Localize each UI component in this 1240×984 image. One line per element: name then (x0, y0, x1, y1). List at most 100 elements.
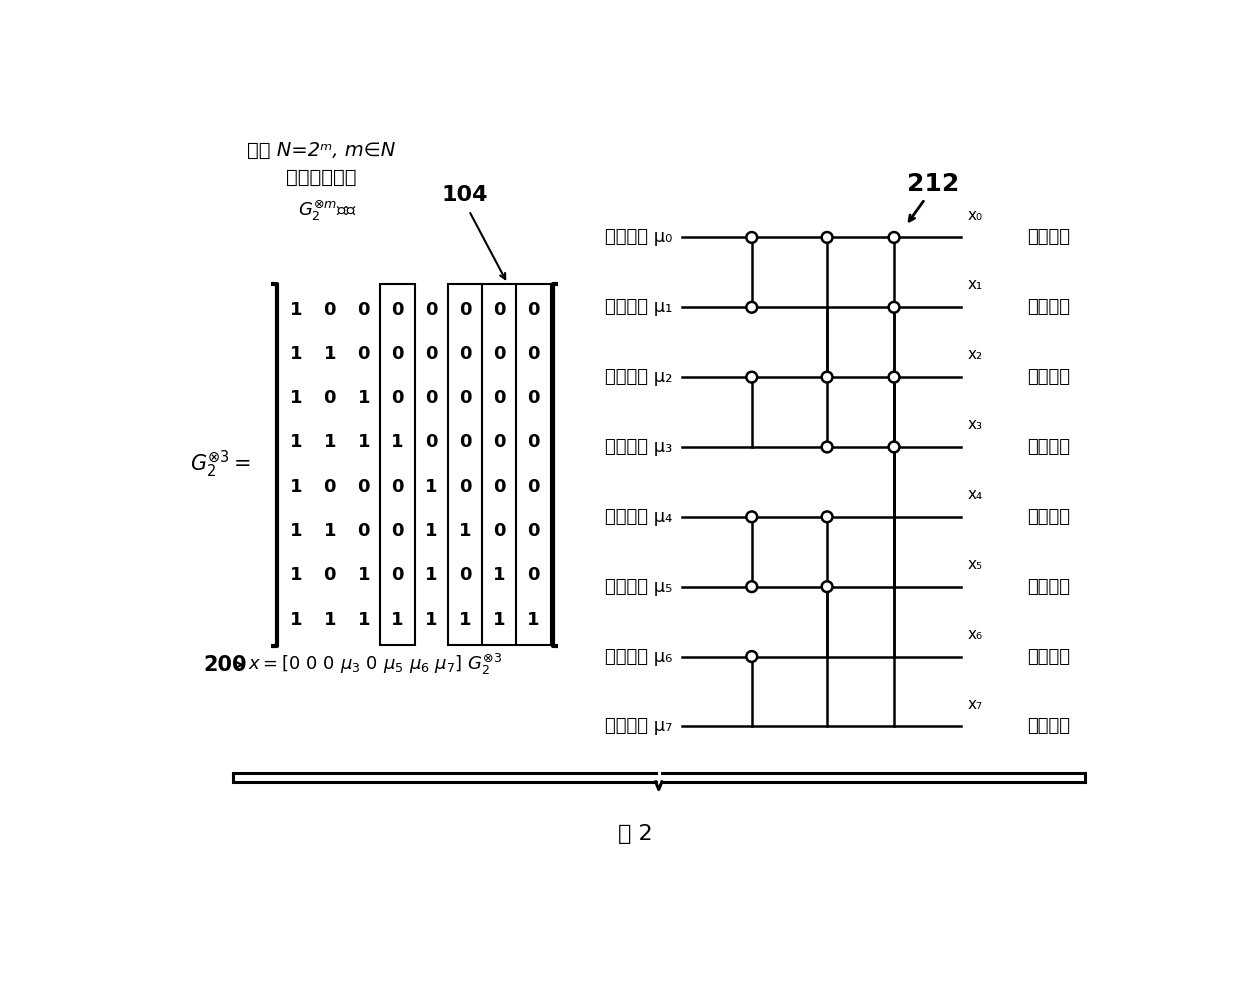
Circle shape (746, 651, 758, 662)
Text: 1: 1 (392, 610, 404, 629)
Text: 1: 1 (324, 345, 336, 363)
Text: 0: 0 (527, 477, 539, 496)
Text: 1: 1 (357, 389, 370, 407)
Circle shape (889, 232, 899, 243)
Text: 0: 0 (425, 301, 438, 319)
Text: 0: 0 (494, 433, 506, 452)
Circle shape (889, 302, 899, 313)
Text: 0: 0 (494, 522, 506, 540)
Text: 1: 1 (324, 433, 336, 452)
Text: 0: 0 (324, 389, 336, 407)
Text: x₃: x₃ (967, 417, 982, 432)
Text: 1: 1 (459, 522, 471, 540)
Text: $G_2^{\otimes 3}=$: $G_2^{\otimes 3}=$ (190, 449, 252, 480)
Text: 0: 0 (425, 345, 438, 363)
Text: 0: 0 (392, 477, 404, 496)
Bar (448, 284, 484, 645)
Circle shape (746, 302, 758, 313)
Text: 1: 1 (324, 610, 336, 629)
Circle shape (746, 512, 758, 523)
Text: x₇: x₇ (967, 697, 982, 711)
Text: 1: 1 (290, 477, 303, 496)
Text: 编码比特: 编码比特 (1027, 298, 1070, 316)
Text: 编码比特: 编码比特 (1027, 717, 1070, 735)
Text: 0: 0 (459, 345, 471, 363)
Text: 200: 200 (203, 654, 247, 675)
Bar (379, 284, 415, 645)
Text: 0: 0 (392, 345, 404, 363)
Text: 104: 104 (441, 185, 489, 205)
Text: 信息比特 μ₅: 信息比特 μ₅ (605, 578, 672, 595)
Text: 0: 0 (324, 566, 336, 584)
Bar (516, 284, 551, 645)
Text: 1: 1 (527, 610, 539, 629)
Circle shape (822, 372, 832, 383)
Text: 编码比特: 编码比特 (1027, 228, 1070, 246)
Text: 1: 1 (290, 345, 303, 363)
Text: 编码比特: 编码比特 (1027, 508, 1070, 525)
Text: 0: 0 (392, 389, 404, 407)
Text: 0: 0 (324, 477, 336, 496)
Text: 0: 0 (425, 389, 438, 407)
Text: 1: 1 (290, 433, 303, 452)
Text: 0: 0 (494, 477, 506, 496)
Circle shape (746, 372, 758, 383)
Text: 0: 0 (357, 345, 370, 363)
Circle shape (889, 372, 899, 383)
Text: 冻结比特 μ₄: 冻结比特 μ₄ (605, 508, 672, 525)
Text: 0: 0 (392, 566, 404, 584)
Text: 0: 0 (459, 566, 471, 584)
Text: 1: 1 (357, 433, 370, 452)
Text: 1: 1 (290, 566, 303, 584)
Text: 编码比特: 编码比特 (1027, 578, 1070, 595)
Circle shape (889, 442, 899, 453)
Text: 0: 0 (459, 433, 471, 452)
Text: 0: 0 (459, 477, 471, 496)
Text: 212: 212 (906, 171, 959, 196)
Text: 冻结比特 μ₁: 冻结比特 μ₁ (605, 298, 672, 316)
Text: 0: 0 (324, 301, 336, 319)
Text: $G_2^{\otimes m}$的列: $G_2^{\otimes m}$的列 (299, 199, 357, 223)
Text: x₄: x₄ (967, 487, 982, 502)
Text: 图 2: 图 2 (619, 825, 652, 844)
Text: 编码比特: 编码比特 (1027, 368, 1070, 386)
Text: 0: 0 (527, 522, 539, 540)
Text: 0: 0 (527, 433, 539, 452)
Text: x₅: x₅ (967, 557, 982, 572)
Text: 0: 0 (527, 389, 539, 407)
Text: 1: 1 (494, 610, 506, 629)
Text: 0: 0 (527, 345, 539, 363)
Text: 1: 1 (290, 522, 303, 540)
Text: 编码比特: 编码比特 (1027, 438, 1070, 456)
Text: 信息比特 μ₇: 信息比特 μ₇ (605, 717, 672, 735)
Text: 0: 0 (425, 433, 438, 452)
Text: 1: 1 (425, 477, 438, 496)
Text: 1: 1 (357, 610, 370, 629)
Text: 长度 N=2ᵐ, m∈N: 长度 N=2ᵐ, m∈N (248, 141, 396, 160)
Bar (481, 284, 517, 645)
Text: 1: 1 (357, 566, 370, 584)
Text: 1: 1 (425, 522, 438, 540)
Text: x₁: x₁ (967, 277, 982, 292)
Text: x₆: x₆ (967, 627, 982, 642)
Text: x₂: x₂ (967, 347, 982, 362)
Text: 0: 0 (392, 301, 404, 319)
Text: 1: 1 (290, 389, 303, 407)
Text: 0: 0 (494, 389, 506, 407)
Text: 0: 0 (459, 301, 471, 319)
Text: 1: 1 (324, 522, 336, 540)
Text: 0: 0 (392, 522, 404, 540)
Text: 编码比特: 编码比特 (1027, 647, 1070, 665)
Text: 0: 0 (357, 522, 370, 540)
Text: 1: 1 (425, 610, 438, 629)
Text: 1: 1 (494, 566, 506, 584)
Text: 0: 0 (527, 301, 539, 319)
Circle shape (746, 232, 758, 243)
Text: 0: 0 (527, 566, 539, 584)
Text: 0: 0 (459, 389, 471, 407)
Text: 0: 0 (357, 477, 370, 496)
Text: 0: 0 (357, 301, 370, 319)
Text: 生成器矩阵：: 生成器矩阵： (286, 168, 357, 187)
Text: 1: 1 (290, 610, 303, 629)
Circle shape (746, 582, 758, 592)
